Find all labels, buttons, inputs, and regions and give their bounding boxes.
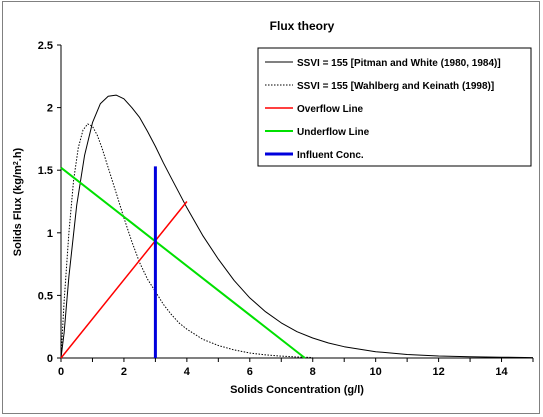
legend-box [257,47,532,167]
y-tick-label: 2.5 [38,40,53,52]
legend-label: Influent Conc. [297,150,364,161]
legend-label: SSVI = 155 [Wahlberg and Keinath (1998)] [297,81,494,92]
x-axis-label: Solids Concentration (g/l) [230,384,364,396]
legend-label: Overflow Line [297,104,364,115]
series-underflow-line [60,166,306,359]
x-tick-label: 4 [184,366,191,378]
x-tick-label: 0 [58,366,64,378]
x-tick-label: 8 [310,366,316,378]
y-tick-label: 0 [47,353,53,365]
y-tick-label: 0.5 [38,290,53,302]
x-tick-label: 10 [370,366,382,378]
y-tick-label: 1.5 [38,165,53,177]
series-ssvi-155-wahlberg-and-keinath-1998 [60,123,313,359]
series-ssvi-155-pitman-and-white-1980-1984 [60,94,534,359]
x-tick-label: 12 [432,366,444,378]
legend: SSVI = 155 [Pitman and White (1980, 1984… [257,47,532,167]
legend-label: SSVI = 155 [Pitman and White (1980, 1984… [297,58,501,69]
x-tick-label: 2 [121,366,127,378]
series-layer [60,94,534,359]
y-axis-label: Solids Flux (kg/m2.h) [12,147,24,256]
y-tick-label: 1 [47,228,53,240]
x-tick-label: 14 [495,366,508,378]
x-tick-label: 6 [247,366,253,378]
legend-label: Underflow Line [297,127,370,138]
chart-title: Flux theory [270,19,335,33]
axes: 0 2 4 6 8 10 12 14 0 0.5 1 1.5 2 2.5 [38,40,534,378]
series-overflow-line [60,201,188,359]
y-tick-label: 2 [47,103,53,115]
